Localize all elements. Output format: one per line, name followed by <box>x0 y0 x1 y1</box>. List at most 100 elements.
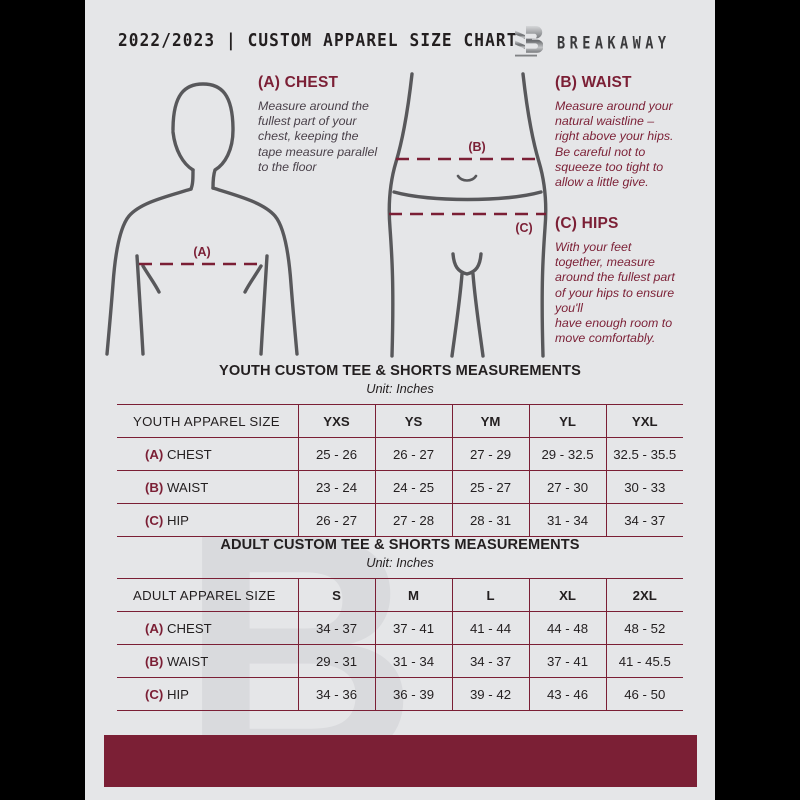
table-row: (B) WAIST 29 - 31 31 - 34 34 - 37 37 - 41 41 … <box>117 644 683 678</box>
measurement-cell: 23 - 24 <box>297 470 375 504</box>
row-label-chest: (A) CHEST <box>117 437 298 471</box>
measurement-cell: 25 - 27 <box>451 470 529 504</box>
measurement-cell: 37 - 41 <box>528 644 606 678</box>
measurement-cell: 29 - 32.5 <box>528 437 606 471</box>
measurement-cell: 29 - 31 <box>297 644 375 678</box>
table-row: (B) WAIST 23 - 24 24 - 25 25 - 27 27 - 30 30 … <box>117 470 683 504</box>
row-marker: (A) <box>145 446 164 462</box>
measurement-cell: 24 - 25 <box>374 470 452 504</box>
adult-size-section: ADULT CUSTOM TEE & SHORTS MEASUREMENTS U… <box>85 537 715 711</box>
navel-detail <box>456 174 478 182</box>
column-header-ys: YS <box>374 404 452 438</box>
column-header-m: M <box>374 578 452 612</box>
measurement-cell: 30 - 33 <box>605 470 683 504</box>
waist-marker-label: (B) <box>468 140 485 154</box>
row-label-text: HIP <box>163 512 189 528</box>
measurement-cell: 41 - 44 <box>451 611 529 645</box>
size-header-cell: YOUTH APPAREL SIZE <box>117 404 298 438</box>
measurement-cell: 39 - 42 <box>451 677 529 711</box>
measurement-illustrations: (A) (B) (C) (A) CHEST Measure around the… <box>85 70 715 365</box>
row-marker: (A) <box>145 620 164 636</box>
youth-table-title: YOUTH CUSTOM TEE & SHORTS MEASUREMENTS <box>219 363 581 379</box>
measurement-cell: 28 - 31 <box>451 503 529 537</box>
column-header-xl: XL <box>528 578 606 612</box>
row-label-hip: (C) HIP <box>117 677 298 711</box>
measurement-cell: 41 - 45.5 <box>605 644 683 678</box>
measurement-cell: 25 - 26 <box>297 437 375 471</box>
column-header-yxs: YXS <box>297 404 375 438</box>
column-header-s: S <box>297 578 375 612</box>
column-header-l: L <box>451 578 529 612</box>
guide-heading-hips: (C) HIPS <box>555 215 619 232</box>
adult-table-body: ADULT APPAREL SIZE S M L XL 2XL (A) CHEST 34 - … <box>117 578 683 711</box>
table-header-row: ADULT APPAREL SIZE S M L XL 2XL <box>117 578 683 612</box>
table-row: (C) HIP 34 - 36 36 - 39 39 - 42 43 - 46 46 - … <box>117 677 683 711</box>
size-chart-page: B 2022/2023 | CUSTOM APPAREL SIZE CHART <box>85 0 715 800</box>
row-marker: (B) <box>145 653 164 669</box>
row-label-hip: (C) HIP <box>117 503 298 537</box>
table-row: (A) CHEST 25 - 26 26 - 27 27 - 29 29 - 32.5 3… <box>117 437 683 471</box>
row-label-text: CHEST <box>163 620 212 636</box>
chest-marker-label: (A) <box>193 245 210 259</box>
measurement-cell: 26 - 27 <box>374 437 452 471</box>
page-header: 2022/2023 | CUSTOM APPAREL SIZE CHART <box>85 25 715 62</box>
adult-table-unit: Unit: Inches <box>366 555 434 570</box>
row-label-text: WAIST <box>163 653 209 669</box>
row-marker: (C) <box>145 512 164 528</box>
column-header-2xl: 2XL <box>605 578 683 612</box>
footer-bar <box>104 735 697 787</box>
column-header-ym: YM <box>451 404 529 438</box>
row-marker: (C) <box>145 686 164 702</box>
row-label-text: CHEST <box>163 446 212 462</box>
measurement-cell: 46 - 50 <box>605 677 683 711</box>
size-header-cell: ADULT APPAREL SIZE <box>117 578 298 612</box>
guide-block-chest: (A) CHEST Measure around the fullest par… <box>258 74 410 175</box>
measurement-cell: 34 - 37 <box>297 611 375 645</box>
youth-table-unit: Unit: Inches <box>366 381 434 396</box>
measurement-cell: 27 - 30 <box>528 470 606 504</box>
guide-heading-waist: (B) WAIST <box>555 74 632 91</box>
brand-logo: BREAKAWAY <box>513 25 691 59</box>
youth-size-table: YOUTH APPAREL SIZE YXS YS YM YL YXL (A) CHEST 2… <box>117 404 683 537</box>
guide-body-hips: With your feet together, measure around … <box>555 240 675 346</box>
youth-size-section: YOUTH CUSTOM TEE & SHORTS MEASUREMENTS U… <box>85 363 715 537</box>
row-label-waist: (B) WAIST <box>117 470 298 504</box>
breakaway-b-monogram-icon <box>514 26 543 57</box>
row-label-chest: (A) CHEST <box>117 611 298 645</box>
brand-wordmark: BREAKAWAY <box>556 32 670 52</box>
measurement-cell: 36 - 39 <box>374 677 452 711</box>
adult-size-table: ADULT APPAREL SIZE S M L XL 2XL (A) CHEST 34 - … <box>117 578 683 711</box>
measurement-cell: 37 - 41 <box>374 611 452 645</box>
row-label-text: WAIST <box>163 479 209 495</box>
table-row: (C) HIP 26 - 27 27 - 28 28 - 31 31 - 34 34 - … <box>117 503 683 537</box>
guide-body-waist: Measure around your natural waistline – … <box>555 99 674 190</box>
measurement-cell: 27 - 28 <box>374 503 452 537</box>
table-header-row: YOUTH APPAREL SIZE YXS YS YM YL YXL <box>117 404 683 438</box>
guide-block-hips: (C) HIPS With your feet together, measur… <box>555 215 705 346</box>
lower-body-figure: (B) (C) <box>387 72 548 358</box>
column-header-yl: YL <box>528 404 606 438</box>
measurement-cell: 34 - 37 <box>451 644 529 678</box>
measurement-cell: 26 - 27 <box>297 503 375 537</box>
guide-heading-chest: (A) CHEST <box>258 74 339 91</box>
row-label-waist: (B) WAIST <box>117 644 298 678</box>
guide-block-waist: (B) WAIST Measure around your natural wa… <box>555 74 703 190</box>
torso-figure: (A) <box>105 82 299 356</box>
measurement-cell: 44 - 48 <box>528 611 606 645</box>
row-marker: (B) <box>145 479 164 495</box>
measurement-cell: 31 - 34 <box>374 644 452 678</box>
measurement-cell: 48 - 52 <box>605 611 683 645</box>
table-row: (A) CHEST 34 - 37 37 - 41 41 - 44 44 - 48 48 … <box>117 611 683 645</box>
measurement-cell: 43 - 46 <box>528 677 606 711</box>
measurement-cell: 34 - 36 <box>297 677 375 711</box>
row-label-text: HIP <box>163 686 189 702</box>
measurement-cell: 27 - 29 <box>451 437 529 471</box>
page-title: 2022/2023 | CUSTOM APPAREL SIZE CHART <box>118 31 518 51</box>
youth-table-body: YOUTH APPAREL SIZE YXS YS YM YL YXL (A) CHEST 2… <box>117 404 683 537</box>
measurement-cell: 34 - 37 <box>605 503 683 537</box>
guide-body-chest: Measure around the fullest part of your … <box>258 99 378 174</box>
measurement-cell: 31 - 34 <box>528 503 606 537</box>
measurement-cell: 32.5 - 35.5 <box>605 437 683 471</box>
column-header-yxl: YXL <box>605 404 683 438</box>
hip-marker-label: (C) <box>515 221 532 235</box>
